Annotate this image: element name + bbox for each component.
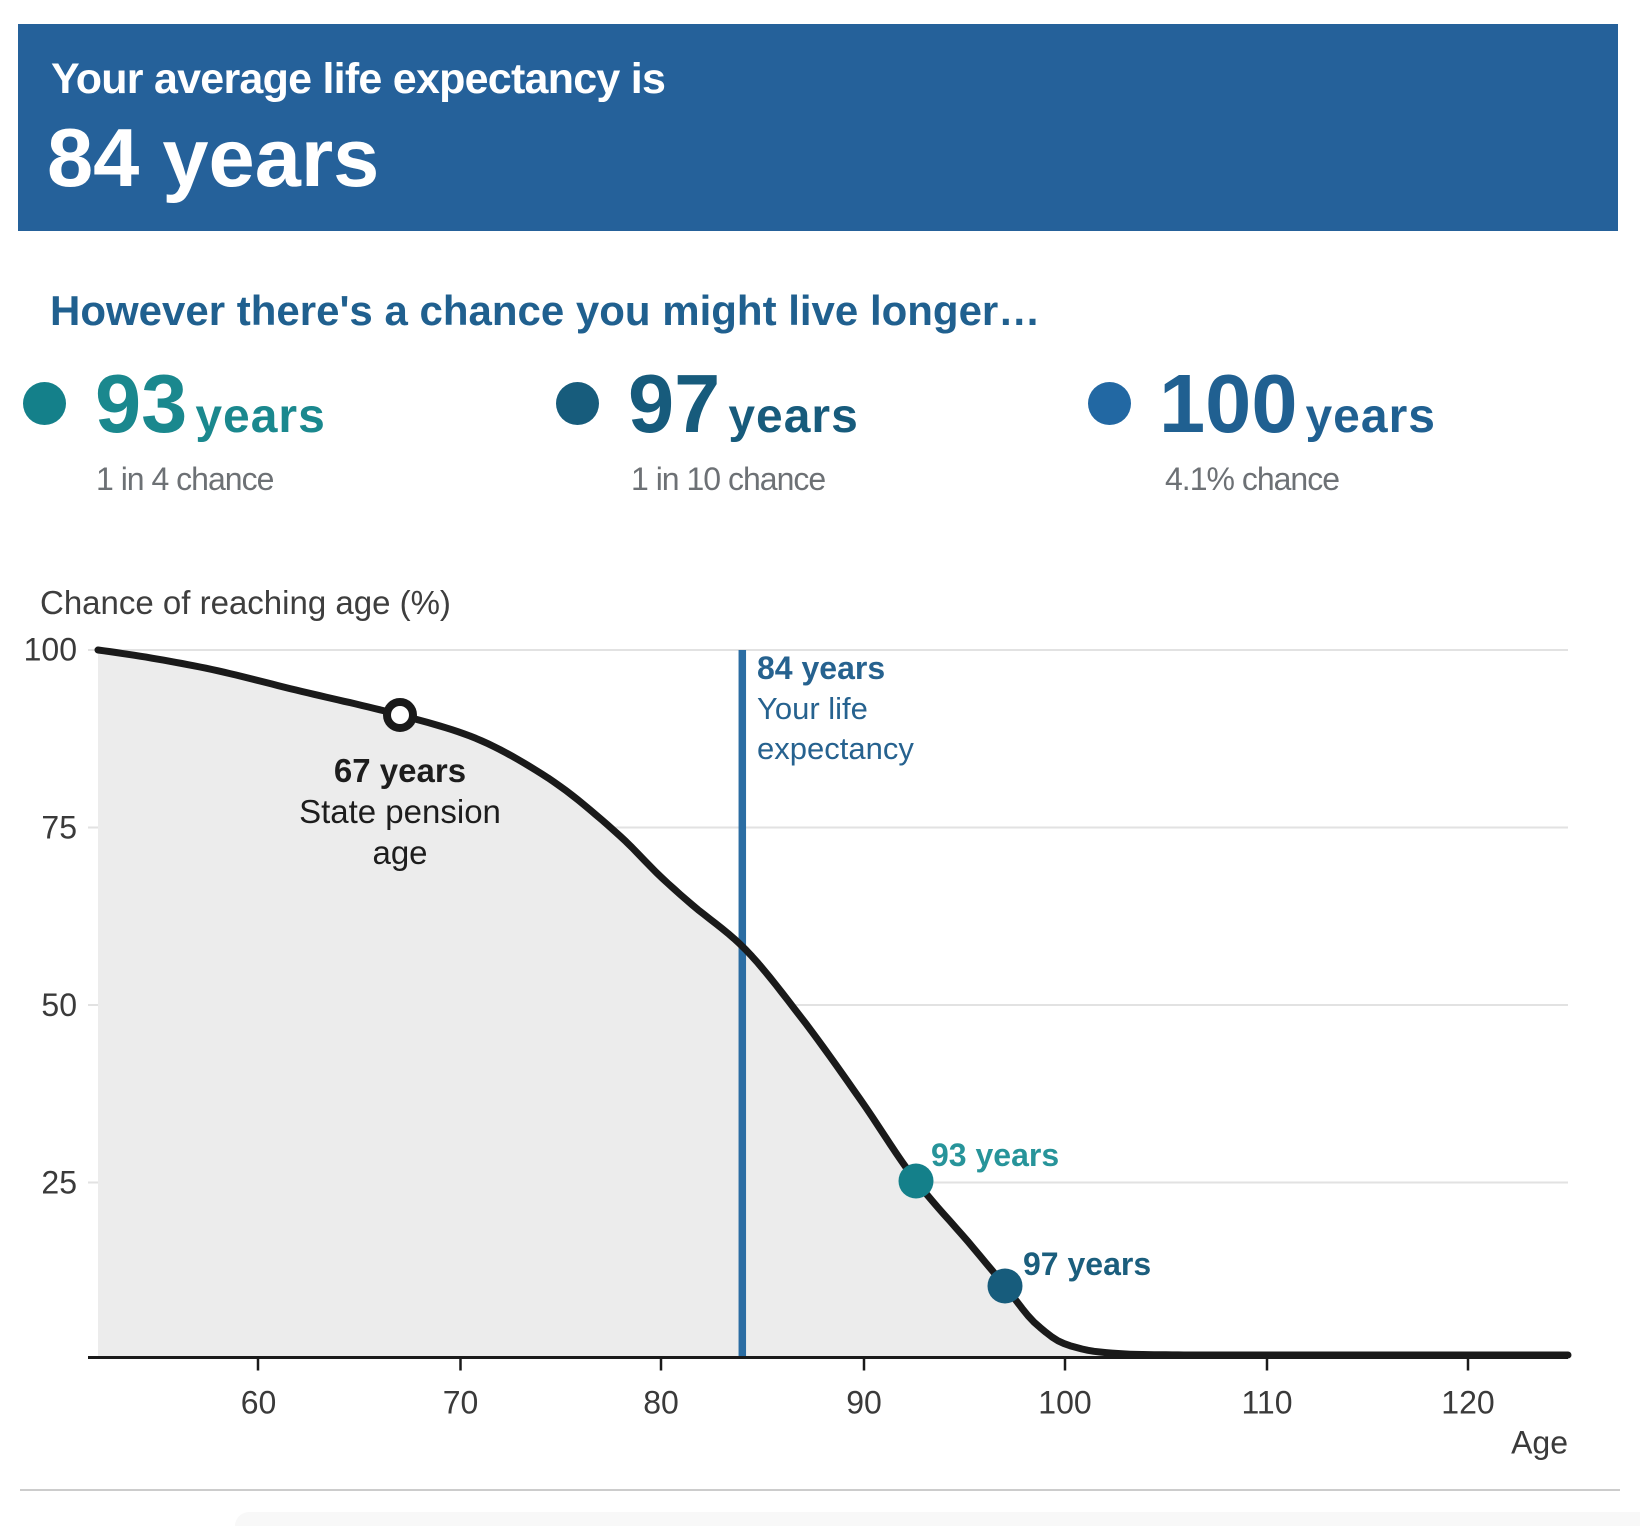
svg-text:State pension: State pension — [299, 793, 501, 830]
svg-text:age: age — [372, 834, 427, 871]
svg-text:100: 100 — [24, 632, 77, 668]
svg-text:90: 90 — [846, 1385, 882, 1421]
svg-text:70: 70 — [443, 1385, 479, 1421]
svg-text:80: 80 — [643, 1385, 679, 1421]
svg-text:Chance of reaching age (%): Chance of reaching age (%) — [40, 584, 451, 621]
svg-text:50: 50 — [41, 987, 77, 1023]
svg-text:97 years: 97 years — [1023, 1246, 1151, 1282]
svg-text:Age: Age — [1511, 1425, 1568, 1461]
svg-text:60: 60 — [241, 1385, 277, 1421]
svg-text:100: 100 — [1038, 1385, 1091, 1421]
svg-text:Your life: Your life — [757, 691, 868, 726]
svg-text:84 years: 84 years — [757, 650, 885, 686]
svg-text:67 years: 67 years — [334, 752, 466, 789]
svg-text:110: 110 — [1241, 1385, 1292, 1421]
svg-text:120: 120 — [1441, 1385, 1494, 1421]
svg-text:75: 75 — [41, 810, 77, 846]
svg-text:expectancy: expectancy — [757, 731, 914, 766]
svg-text:93 years: 93 years — [931, 1137, 1059, 1173]
svg-text:25: 25 — [41, 1165, 77, 1201]
